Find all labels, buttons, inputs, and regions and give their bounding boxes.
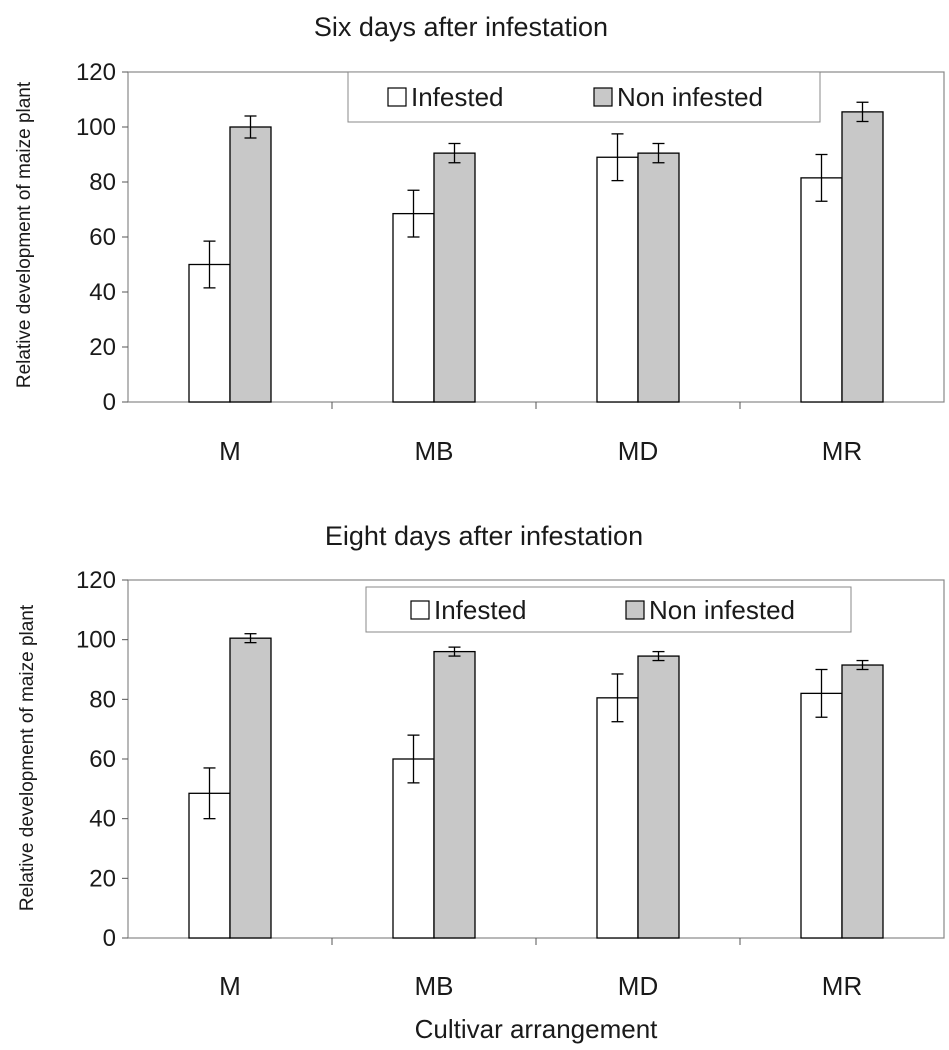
chart-1-y-axis-label: Relative development of maize plant (14, 81, 35, 388)
chart-1-legend-box (347, 71, 821, 123)
bar-non-infested (229, 126, 272, 403)
x-category-label: MB (415, 971, 454, 1001)
bar-non-infested (433, 650, 476, 939)
y-tick-label: 60 (89, 224, 116, 251)
x-category-label: M (219, 436, 241, 466)
y-tick-label: 100 (76, 627, 116, 654)
x-category-label: MD (618, 436, 658, 466)
y-tick-label: 20 (89, 334, 116, 361)
chart-2-legend-infested-label: Infested (434, 595, 527, 625)
y-tick-label: 120 (76, 59, 116, 86)
bar-non-infested (229, 637, 272, 939)
chart-2-legend-box (365, 586, 852, 633)
y-tick-label: 100 (76, 114, 116, 141)
chart-1-legend: Infested Non infested (347, 71, 821, 123)
y-tick-label: 120 (76, 567, 116, 594)
chart-2-x-axis-label: Cultivar arrangement (415, 1014, 659, 1044)
bar-infested (596, 697, 639, 939)
chart-2-title: Eight days after infestation (325, 521, 643, 551)
bar-non-infested (433, 152, 476, 403)
x-category-label: MD (618, 971, 658, 1001)
x-category-label: M (219, 971, 241, 1001)
chart-1-legend-noninfested-label: Non infested (617, 82, 763, 112)
bar-infested (596, 156, 639, 403)
y-tick-label: 20 (89, 865, 116, 892)
chart-2-legend: Infested Non infested (365, 586, 852, 633)
y-tick-label: 80 (89, 686, 116, 713)
bar-infested (392, 758, 435, 939)
bar-infested (800, 177, 843, 403)
chart-1-legend-infested-swatch (387, 87, 407, 107)
chart-1-title: Six days after infestation (314, 12, 608, 42)
bar-non-infested (841, 111, 884, 403)
bar-infested (392, 212, 435, 403)
chart-2-y-axis-label: Relative development of maize plant (17, 604, 38, 911)
bar-non-infested (841, 664, 884, 939)
chart-1-legend-noninfested-swatch (593, 87, 613, 107)
y-tick-label: 40 (89, 806, 116, 833)
bar-non-infested (637, 152, 680, 403)
chart-1-legend-infested-label: Infested (411, 82, 504, 112)
chart-2-legend-noninfested-label: Non infested (649, 595, 795, 625)
y-tick-label: 80 (89, 169, 116, 196)
y-tick-label: 40 (89, 279, 116, 306)
y-tick-label: 0 (103, 389, 116, 416)
chart-2-legend-noninfested-swatch (625, 600, 645, 620)
x-category-label: MR (822, 971, 862, 1001)
bar-infested (800, 692, 843, 939)
chart-2-legend-infested-swatch (410, 600, 430, 620)
x-category-label: MB (415, 436, 454, 466)
y-tick-label: 60 (89, 746, 116, 773)
y-tick-label: 0 (103, 925, 116, 952)
bar-non-infested (637, 655, 680, 939)
x-category-label: MR (822, 436, 862, 466)
